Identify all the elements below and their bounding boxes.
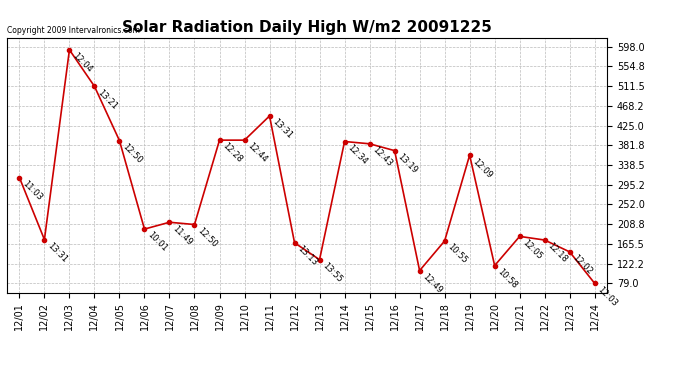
Text: 12:05: 12:05 <box>521 238 544 261</box>
Text: 12:49: 12:49 <box>421 272 444 295</box>
Text: 12:34: 12:34 <box>346 143 369 166</box>
Text: 13:31: 13:31 <box>46 241 69 264</box>
Text: 12:09: 12:09 <box>471 157 494 180</box>
Text: 10:55: 10:55 <box>446 242 469 266</box>
Text: 12:50: 12:50 <box>121 142 144 165</box>
Text: 13:21: 13:21 <box>96 88 119 111</box>
Text: 10:58: 10:58 <box>496 267 520 290</box>
Text: 13:55: 13:55 <box>321 261 344 284</box>
Text: 13:13: 13:13 <box>296 244 319 267</box>
Text: 13:31: 13:31 <box>271 117 294 141</box>
Text: 10:01: 10:01 <box>146 231 169 254</box>
Text: 12:03: 12:03 <box>596 285 620 308</box>
Text: 12:50: 12:50 <box>196 226 219 249</box>
Text: 12:28: 12:28 <box>221 141 244 165</box>
Text: 11:03: 11:03 <box>21 179 44 202</box>
Text: 12:43: 12:43 <box>371 145 394 168</box>
Text: 11:49: 11:49 <box>171 224 194 247</box>
Text: 12:02: 12:02 <box>571 253 594 276</box>
Text: 13:19: 13:19 <box>396 152 420 175</box>
Text: 12:04: 12:04 <box>71 51 94 74</box>
Text: 12:18: 12:18 <box>546 242 569 265</box>
Text: Copyright 2009 Intervalronics.com: Copyright 2009 Intervalronics.com <box>7 26 140 35</box>
Text: 12:44: 12:44 <box>246 141 269 165</box>
Title: Solar Radiation Daily High W/m2 20091225: Solar Radiation Daily High W/m2 20091225 <box>122 20 492 35</box>
